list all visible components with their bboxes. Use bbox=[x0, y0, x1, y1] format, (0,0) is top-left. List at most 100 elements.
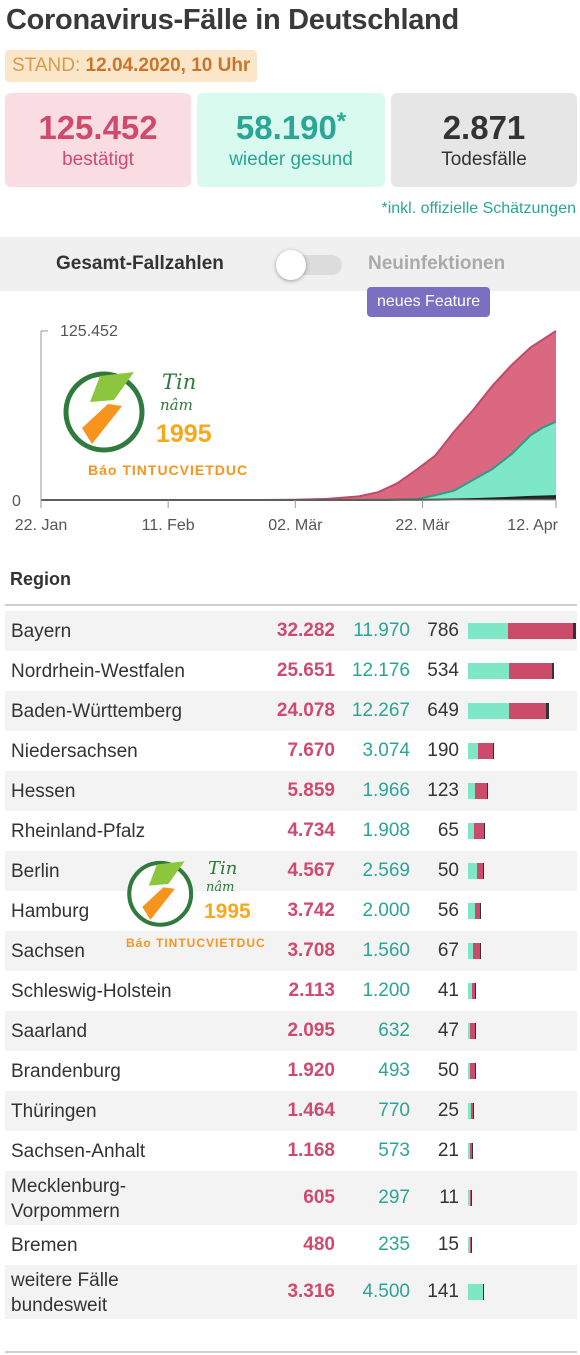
table-row[interactable]: Brandenburg 1.920 493 50 bbox=[5, 1051, 577, 1091]
deaths-cell: 56 bbox=[437, 900, 459, 921]
deaths-cell: 649 bbox=[427, 700, 459, 721]
table-row[interactable]: Schleswig-Holstein 2.113 1.200 41 bbox=[5, 971, 577, 1011]
recovered-asterisk: * bbox=[336, 108, 347, 135]
region-column-header: Region bbox=[10, 569, 71, 589]
x-tick-label: 22. Mär bbox=[395, 517, 450, 534]
recovered-cell: 235 bbox=[378, 1234, 410, 1255]
deaths-cell: 11 bbox=[439, 1187, 459, 1208]
deaths-cell: 123 bbox=[427, 780, 459, 801]
x-tick-label: 02. Mär bbox=[268, 517, 323, 534]
deaths-cell: 50 bbox=[437, 860, 459, 881]
toggle-knob[interactable] bbox=[276, 250, 306, 280]
bar-deaths bbox=[552, 663, 554, 679]
region-bar bbox=[468, 663, 554, 679]
region-bar bbox=[468, 623, 576, 639]
deaths-count: 2.871 bbox=[442, 109, 526, 146]
confirmed-cell: 1.464 bbox=[287, 1100, 335, 1121]
bar-recovered bbox=[468, 743, 479, 759]
bar-deaths bbox=[472, 1103, 474, 1119]
region-name: Sachsen bbox=[11, 941, 85, 962]
recovered-cell: 12.267 bbox=[351, 700, 410, 721]
watermark-2-year: 1995 bbox=[204, 900, 251, 923]
bar-recovered bbox=[468, 663, 509, 679]
table-row[interactable]: Mecklenburg- Vorpommern 605 297 11 bbox=[5, 1171, 577, 1225]
watermark-line1: Tin bbox=[162, 370, 197, 394]
recovered-cell: 770 bbox=[378, 1100, 410, 1121]
recovered-area bbox=[41, 421, 556, 500]
bar-deaths bbox=[483, 863, 485, 879]
table-row[interactable]: Berlin 4.567 2.569 50 bbox=[5, 851, 577, 891]
table-row[interactable]: Hamburg 3.742 2.000 56 bbox=[5, 891, 577, 931]
x-tick-label: 22. Jan bbox=[15, 517, 67, 534]
recovered-cell: 1.966 bbox=[362, 780, 410, 801]
toggle-option-total[interactable]: Gesamt-Fallzahlen bbox=[56, 253, 224, 274]
bar-recovered bbox=[468, 1023, 471, 1039]
confirmed-cell: 2.113 bbox=[288, 980, 336, 1001]
recovered-cell: 493 bbox=[378, 1060, 410, 1081]
table-row[interactable]: Saarland 2.095 632 47 bbox=[5, 1011, 577, 1051]
confirmed-cell: 2.095 bbox=[287, 1020, 335, 1041]
table-row[interactable]: Bremen 480 235 15 bbox=[5, 1225, 577, 1265]
region-name: Rheinland-Pfalz bbox=[11, 821, 146, 842]
confirmed-cell: 5.859 bbox=[287, 780, 335, 801]
region-name: Baden-Württemberg bbox=[11, 701, 183, 722]
bar-deaths bbox=[470, 1237, 472, 1253]
table-row[interactable]: Hessen 5.859 1.966 123 bbox=[5, 771, 577, 811]
view-toggle-switch[interactable] bbox=[276, 250, 344, 280]
watermark-brand: Báo TINTUCVIETDUC bbox=[88, 462, 249, 478]
deaths-cell: 15 bbox=[437, 1234, 459, 1255]
bar-active bbox=[470, 1063, 475, 1079]
estimate-footnote: *inkl. offizielle Schätzungen bbox=[381, 200, 577, 217]
watermark-logo: Tin nâm 1995 Báo TINTUCVIETDUC bbox=[62, 366, 247, 486]
bar-recovered bbox=[468, 903, 475, 919]
cases-area-chart: 22. Jan 11. Feb 02. Mär 22. Mär 12. Apr 125.… bbox=[12, 323, 559, 534]
bar-active bbox=[474, 823, 484, 839]
recovered-cell: 12.176 bbox=[351, 660, 410, 681]
confirmed-card: 125.452 bestätigt bbox=[5, 93, 191, 187]
confirmed-cell: 7.670 bbox=[287, 740, 335, 761]
region-name: Mecklenburg- Vorpommern bbox=[11, 1174, 126, 1224]
recovered-cell: 2.569 bbox=[362, 860, 410, 881]
table-row[interactable]: Nordrhein-Westfalen 25.651 12.176 534 bbox=[5, 651, 577, 691]
region-name-line: Vorpommern bbox=[11, 1201, 120, 1222]
recovered-card: 58.190* wieder gesund bbox=[197, 93, 385, 187]
confirmed-cell: 480 bbox=[303, 1234, 335, 1255]
region-bar bbox=[468, 863, 485, 879]
confirmed-cell: 32.282 bbox=[276, 620, 335, 641]
bar-recovered bbox=[468, 1103, 471, 1119]
table-row[interactable]: Rheinland-Pfalz 4.734 1.908 65 bbox=[5, 811, 577, 851]
bar-deaths bbox=[474, 1023, 476, 1039]
region-bar bbox=[468, 1190, 472, 1206]
region-bar bbox=[468, 1284, 485, 1300]
table-row[interactable]: weitere Fälle bundesweit 3.316 4.500 141 bbox=[5, 1265, 577, 1319]
table-row[interactable]: Bayern 32.282 11.970 786 bbox=[5, 611, 577, 651]
deaths-cell: 47 bbox=[437, 1020, 459, 1041]
recovered-cell: 573 bbox=[378, 1140, 410, 1161]
table-row[interactable]: Niedersachsen 7.670 3.074 190 bbox=[5, 731, 577, 771]
region-bar bbox=[468, 823, 485, 839]
deaths-cell: 534 bbox=[427, 660, 459, 681]
region-bar bbox=[468, 943, 482, 959]
bar-active bbox=[470, 1190, 471, 1206]
region-name: Thüringen bbox=[11, 1101, 97, 1122]
stand-value: 12.04.2020, 10 Uhr bbox=[85, 55, 251, 76]
bar-active bbox=[478, 743, 494, 759]
table-row[interactable]: Thüringen 1.464 770 25 bbox=[5, 1091, 577, 1131]
bar-recovered bbox=[468, 863, 477, 879]
bar-active bbox=[472, 983, 475, 999]
table-row[interactable]: Sachsen 3.708 1.560 67 bbox=[5, 931, 577, 971]
bar-recovered bbox=[468, 703, 510, 719]
y-tick-max: 125.452 bbox=[60, 323, 118, 340]
region-name: Nordrhein-Westfalen bbox=[11, 661, 185, 682]
region-name: Brandenburg bbox=[11, 1061, 121, 1082]
toggle-option-new-infections[interactable]: Neuinfektionen bbox=[368, 253, 506, 274]
region-name: Niedersachsen bbox=[11, 741, 138, 762]
recovered-label: wieder gesund bbox=[229, 149, 353, 170]
region-bar bbox=[468, 903, 482, 919]
new-feature-badge: neues Feature bbox=[367, 287, 491, 317]
table-row[interactable]: Sachsen-Anhalt 1.168 573 21 bbox=[5, 1131, 577, 1171]
table-row[interactable]: Baden-Württemberg 24.078 12.267 649 bbox=[5, 691, 577, 731]
region-bar bbox=[468, 983, 476, 999]
confirmed-cell: 3.708 bbox=[287, 940, 335, 961]
watermark-2-brand: Báo TINTUCVIETDUC bbox=[126, 936, 266, 950]
